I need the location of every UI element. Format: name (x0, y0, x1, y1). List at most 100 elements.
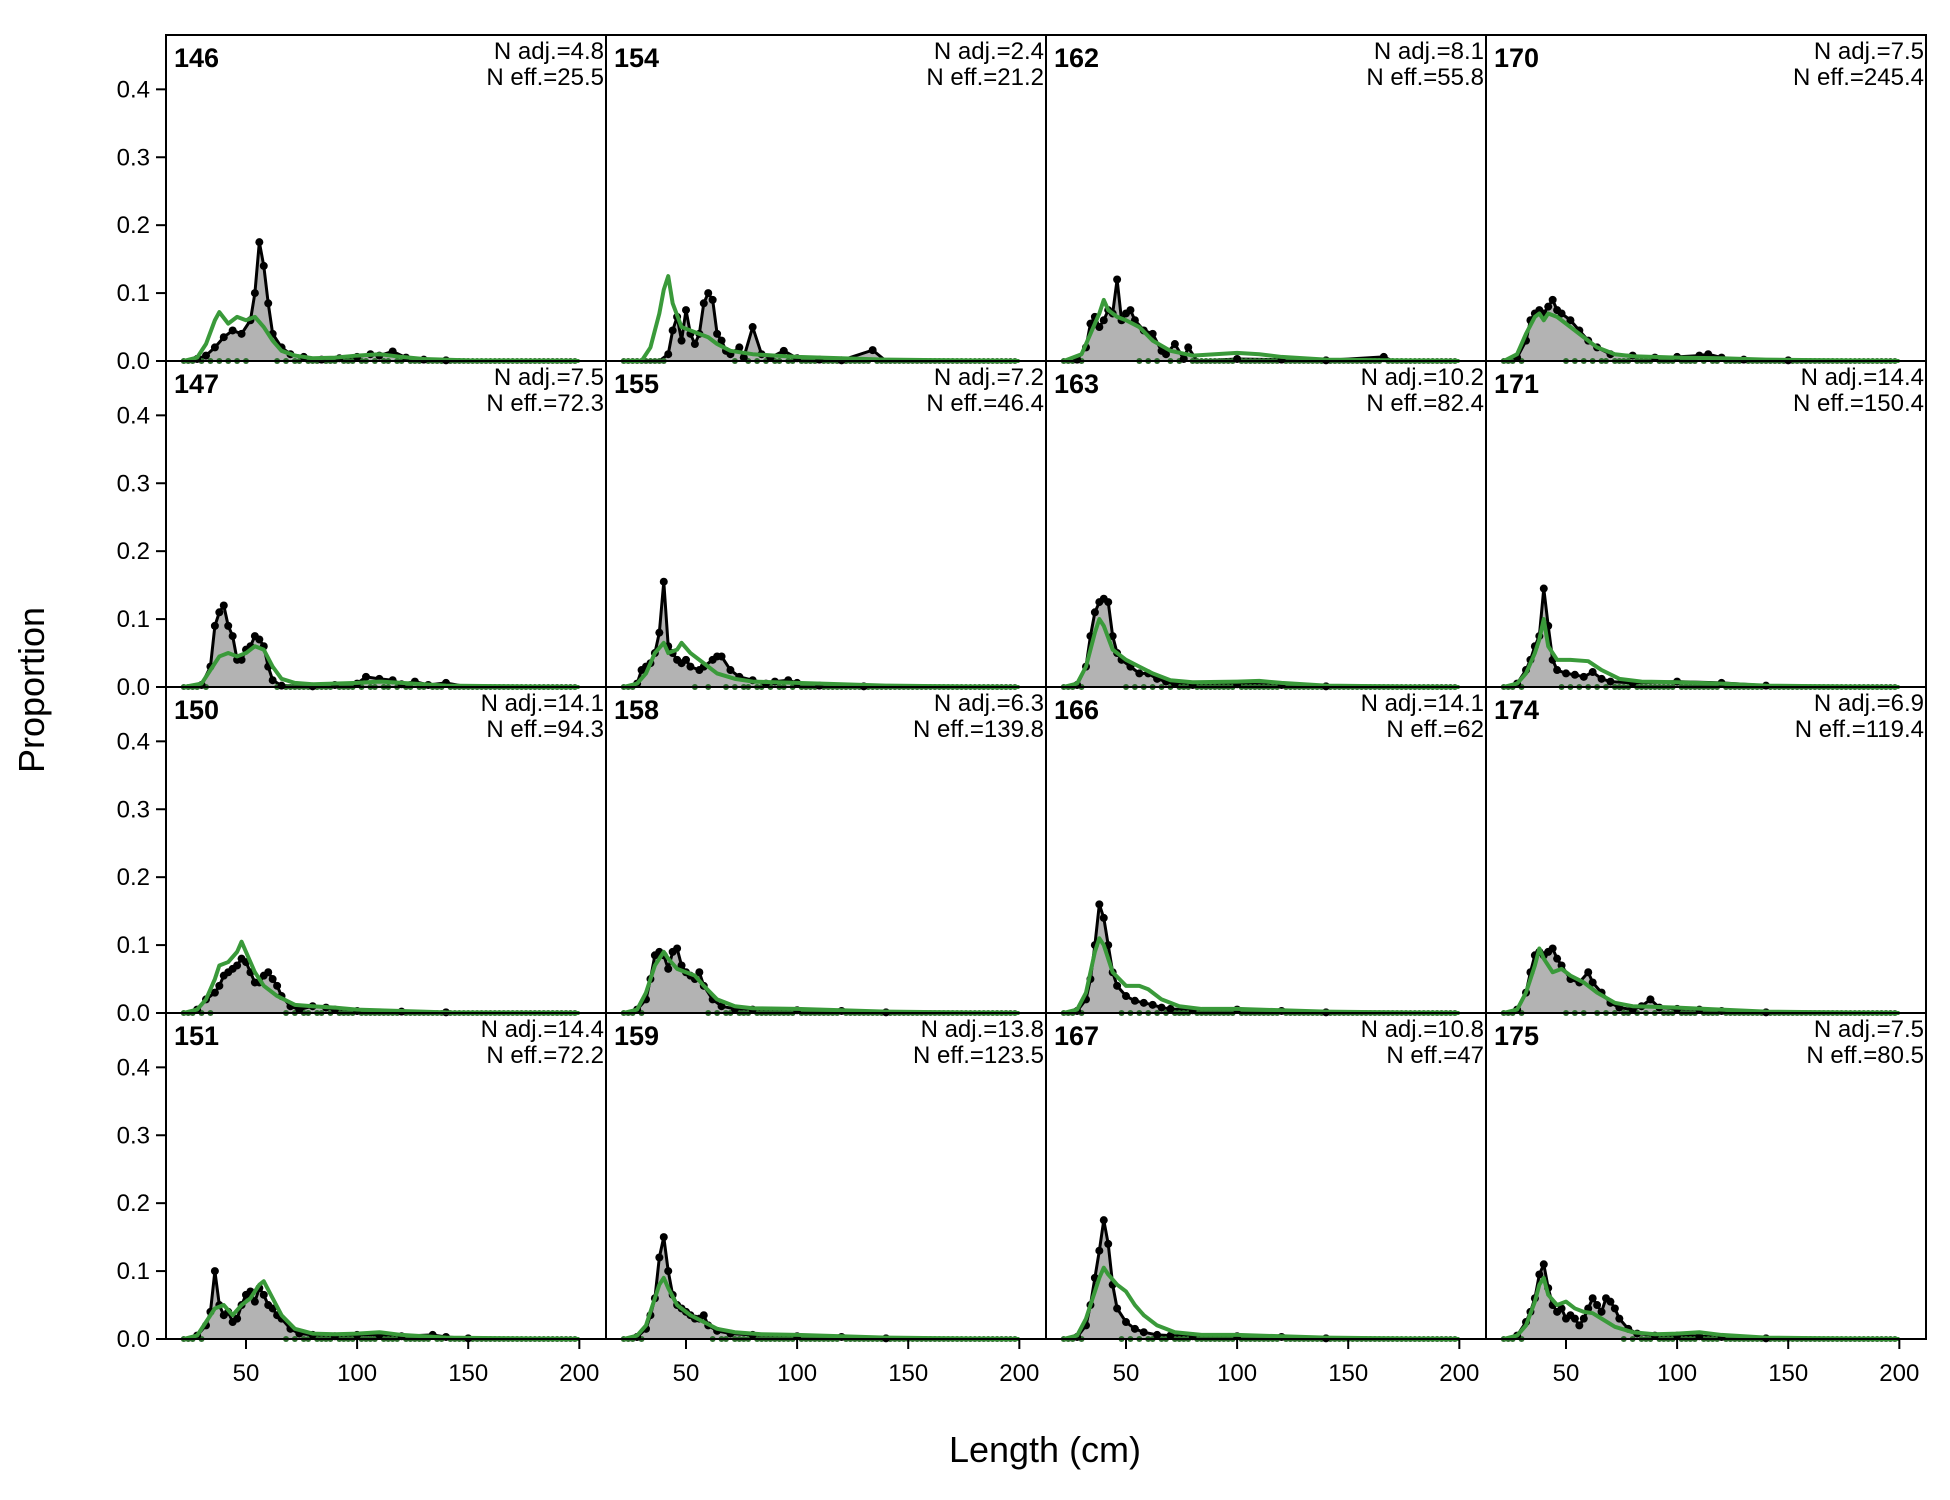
observed-point (1095, 1246, 1104, 1255)
x-tick-label: 50 (673, 1360, 700, 1387)
observed-point (1139, 1328, 1148, 1337)
n-eff-label: N eff.=25.5 (486, 64, 604, 91)
n-eff-label: N eff.=123.5 (913, 1042, 1044, 1069)
y-tick-label: 0.0 (117, 1326, 150, 1353)
observed-point (295, 1005, 304, 1014)
observed-point (677, 961, 686, 970)
observed-area (183, 242, 580, 361)
observed-point (1539, 584, 1548, 593)
observed-area (1063, 279, 1460, 361)
n-eff-label: N eff.=245.4 (1793, 64, 1924, 91)
n-eff-label: N eff.=47 (1386, 1042, 1484, 1069)
observed-point (233, 1314, 242, 1323)
n-adj-label: N adj.=7.2 (934, 364, 1044, 391)
observed-point (259, 261, 268, 270)
observed-point (1113, 1304, 1122, 1313)
panel-146: 146 N adj.=4.8N eff.=25.5 (165, 34, 607, 365)
y-tick-label: 0.1 (117, 932, 150, 959)
expected-line (183, 1279, 580, 1341)
observed-point (659, 577, 668, 586)
y-tick-label: 0.0 (117, 348, 150, 375)
y-tick-label: 0.2 (117, 1190, 150, 1217)
y-tick-label: 0.1 (117, 1258, 150, 1285)
observed-point (1575, 1321, 1584, 1330)
observed-point (1135, 669, 1144, 678)
observed-point (1122, 992, 1130, 1001)
n-adj-label: N adj.=14.4 (1801, 364, 1924, 391)
panel-label: 150 (174, 695, 219, 725)
observed-point (277, 681, 286, 690)
observed-point (1557, 1304, 1566, 1313)
observed-point (1535, 1270, 1544, 1279)
expected-line (183, 310, 580, 363)
y-tick-label: 0.4 (117, 728, 150, 755)
observed-area (183, 958, 580, 1013)
observed-point (1544, 302, 1553, 311)
observed-point (713, 329, 722, 338)
expected-line (1063, 1265, 1460, 1341)
panel-171: 171 N adj.=14.4N eff.=150.4 (1485, 360, 1927, 690)
n-eff-label: N eff.=62 (1386, 716, 1484, 743)
observed-point (1184, 343, 1193, 352)
observed-point (668, 326, 677, 335)
observed-point (264, 299, 273, 308)
panel-label: 146 (174, 43, 219, 73)
x-tick-label: 200 (559, 1360, 599, 1387)
observed-point (1593, 1301, 1602, 1310)
panel-label: 151 (174, 1021, 219, 1051)
observed-point (1548, 944, 1557, 953)
panel-166: 166 N adj.=14.1N eff.=62 (1045, 686, 1487, 1017)
x-tick-label: 100 (777, 1360, 817, 1387)
n-adj-label: N adj.=8.1 (1374, 38, 1484, 65)
observed-point (250, 1297, 259, 1306)
expected-line (1502, 311, 1900, 363)
expected-line (1063, 936, 1460, 1015)
observed-point (1162, 350, 1170, 359)
observed-point (228, 326, 237, 335)
observed-point (1597, 674, 1606, 683)
observed-point (1130, 996, 1139, 1005)
observed-point (215, 608, 224, 617)
observed-point (219, 601, 228, 610)
n-adj-label: N adj.=6.9 (1814, 690, 1924, 717)
observed-point (1153, 1330, 1162, 1339)
expected-line (1063, 617, 1460, 689)
panel-label: 174 (1494, 695, 1539, 725)
observed-point (255, 635, 264, 644)
panel-163: 163 N adj.=10.2N eff.=82.4 (1045, 360, 1487, 691)
n-eff-label: N eff.=46.4 (926, 390, 1044, 417)
observed-point (1090, 608, 1099, 617)
n-adj-label: N adj.=14.1 (1361, 690, 1484, 717)
y-tick-label: 0.2 (117, 864, 150, 891)
observed-point (215, 981, 224, 990)
observed-point (1557, 309, 1566, 318)
y-tick-label: 0.1 (117, 280, 150, 307)
observed-point (1570, 1314, 1579, 1323)
observed-point (677, 336, 686, 345)
observed-point (868, 346, 877, 355)
observed-point (1148, 1000, 1157, 1009)
observed-point (1130, 1324, 1139, 1333)
observed-area (1063, 598, 1460, 687)
observed-point (1570, 670, 1579, 679)
observed-point (739, 353, 748, 362)
observed-point (1584, 968, 1593, 977)
observed-point (1606, 677, 1615, 686)
observed-point (704, 289, 713, 298)
n-adj-label: N adj.=14.4 (481, 1016, 604, 1043)
y-tick-label: 0.4 (117, 1054, 150, 1081)
observed-point (268, 1304, 277, 1313)
expected-line (623, 949, 1020, 1015)
observed-point (1579, 1314, 1588, 1323)
observed-point (655, 1253, 664, 1262)
panel-162: 162 N adj.=8.1N eff.=55.8 (1045, 34, 1487, 365)
observed-point (264, 968, 273, 977)
panel-label: 167 (1054, 1021, 1099, 1051)
observed-point (699, 299, 708, 308)
observed-point (210, 621, 219, 630)
n-eff-label: N eff.=72.3 (486, 390, 604, 417)
observed-point (1588, 668, 1597, 677)
panel-label: 163 (1054, 369, 1099, 399)
observed-point (1170, 340, 1179, 349)
